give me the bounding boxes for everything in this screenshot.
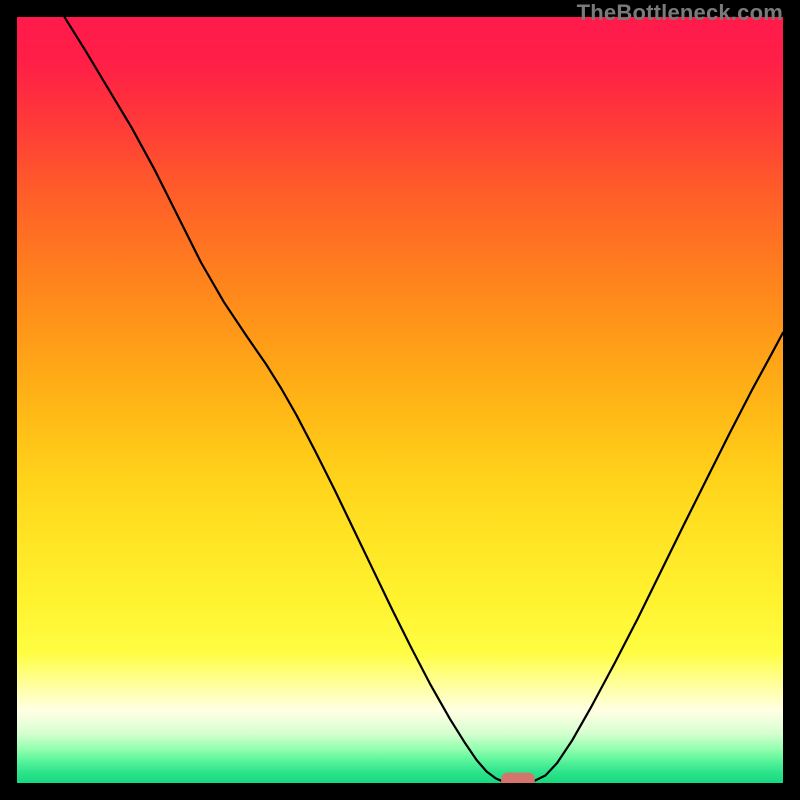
valley-marker: [501, 773, 535, 783]
gradient-background: [17, 17, 783, 783]
watermark-text: TheBottleneck.com: [577, 0, 783, 26]
plot-area: [17, 17, 783, 783]
chart-frame: TheBottleneck.com: [0, 0, 800, 800]
chart-svg: [17, 17, 783, 783]
